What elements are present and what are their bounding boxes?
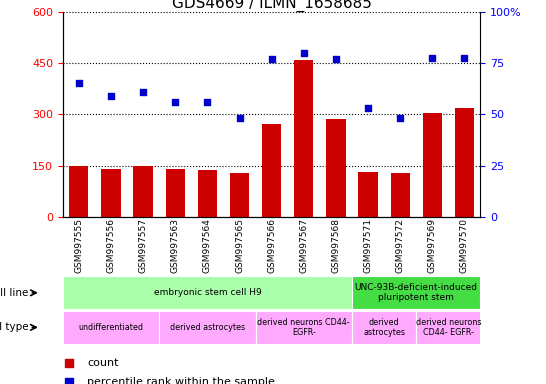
Text: cell type: cell type <box>0 322 28 333</box>
Text: derived
astrocytes: derived astrocytes <box>363 318 405 337</box>
Bar <box>352 276 480 309</box>
Bar <box>352 311 416 344</box>
Point <box>299 50 308 56</box>
Point <box>364 105 372 111</box>
Bar <box>230 173 249 217</box>
Text: count: count <box>87 358 118 368</box>
Bar <box>63 311 159 344</box>
Bar <box>416 311 480 344</box>
Bar <box>358 172 378 217</box>
Bar <box>256 311 352 344</box>
Point <box>106 93 115 99</box>
Bar <box>198 170 217 217</box>
Point <box>331 56 340 63</box>
Text: derived astrocytes: derived astrocytes <box>170 323 245 332</box>
Point <box>74 80 83 86</box>
Point <box>268 56 276 63</box>
Point <box>171 99 180 105</box>
Bar <box>262 124 281 217</box>
Text: UNC-93B-deficient-induced
pluripotent stem: UNC-93B-deficient-induced pluripotent st… <box>355 283 478 303</box>
Point <box>64 379 73 384</box>
Text: derived neurons
CD44- EGFR-: derived neurons CD44- EGFR- <box>416 318 481 337</box>
Point <box>64 360 73 366</box>
Point <box>235 115 244 121</box>
Text: percentile rank within the sample: percentile rank within the sample <box>87 377 275 384</box>
Bar <box>63 276 352 309</box>
Point <box>139 89 147 95</box>
Bar <box>294 60 313 217</box>
Bar <box>159 311 256 344</box>
Point <box>203 99 212 105</box>
Bar <box>133 166 153 217</box>
Point <box>428 55 437 61</box>
Point <box>460 55 469 61</box>
Text: derived neurons CD44-
EGFR-: derived neurons CD44- EGFR- <box>258 318 350 337</box>
Text: embryonic stem cell H9: embryonic stem cell H9 <box>153 288 261 297</box>
Bar <box>423 113 442 217</box>
Title: GDS4669 / ILMN_1658685: GDS4669 / ILMN_1658685 <box>171 0 372 12</box>
Bar <box>455 108 474 217</box>
Point <box>396 115 405 121</box>
Bar <box>390 173 410 217</box>
Text: undifferentiated: undifferentiated <box>79 323 144 332</box>
Bar <box>327 119 346 217</box>
Text: cell line: cell line <box>0 288 28 298</box>
Bar <box>69 166 88 217</box>
Bar <box>165 169 185 217</box>
Bar <box>102 169 121 217</box>
